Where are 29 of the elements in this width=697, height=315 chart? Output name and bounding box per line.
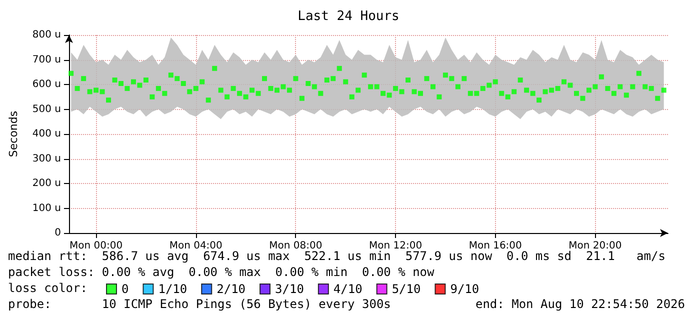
text: median rtt: 586.7 us avg 674.9 us max 522.1 us min 577.9 us now 0.0 ms sd 21.1 am/s bbox=[8, 249, 666, 263]
legend-label: 3/10 bbox=[275, 282, 304, 296]
text: end: Mon Aug 10 22:54:50 2026 bbox=[475, 297, 685, 311]
legend-label: 5/10 bbox=[392, 282, 421, 296]
x-tick-label: Mon 08:00 bbox=[269, 240, 322, 252]
legend-label: 0 bbox=[122, 282, 129, 296]
legend-label: 1/10 bbox=[158, 282, 188, 296]
y-tick-label: 500 u bbox=[32, 104, 61, 115]
y-tick-label: 300 u bbox=[32, 153, 61, 164]
legend-label: 4/10 bbox=[333, 282, 362, 296]
y-tick-label: 600 u bbox=[32, 79, 61, 90]
legend-label: 9/10 bbox=[450, 282, 480, 296]
y-tick-label: 0 bbox=[54, 228, 61, 238]
y-tick-label: 200 u bbox=[32, 178, 61, 189]
legend-title: loss color: bbox=[8, 281, 88, 295]
text: packet loss: 0.00 % avg 0.00 % max 0.00 % min 0.00 % now bbox=[8, 265, 436, 279]
x-tick-label: Mon 12:00 bbox=[368, 240, 422, 252]
x-tick-label: Mon 00:00 bbox=[69, 240, 123, 252]
x-tick-label: Mon 16:00 bbox=[468, 240, 522, 252]
legend-label: 2/10 bbox=[216, 282, 246, 296]
y-tick-label: 400 u bbox=[32, 128, 61, 140]
chart-title: Last 24 Hours bbox=[298, 9, 400, 24]
x-tick-label: Mon 20:00 bbox=[568, 240, 622, 252]
x-tick-label: Mon 04:00 bbox=[169, 240, 222, 252]
y-axis-title: Seconds bbox=[7, 110, 20, 158]
y-tick-label: 700 u bbox=[32, 54, 61, 66]
text: probe: 10 ICMP Echo Pings (56 Bytes) every 300s bbox=[8, 297, 391, 311]
y-tick-label: 800 u bbox=[32, 30, 61, 40]
y-tick-label: 100 u bbox=[32, 202, 61, 214]
